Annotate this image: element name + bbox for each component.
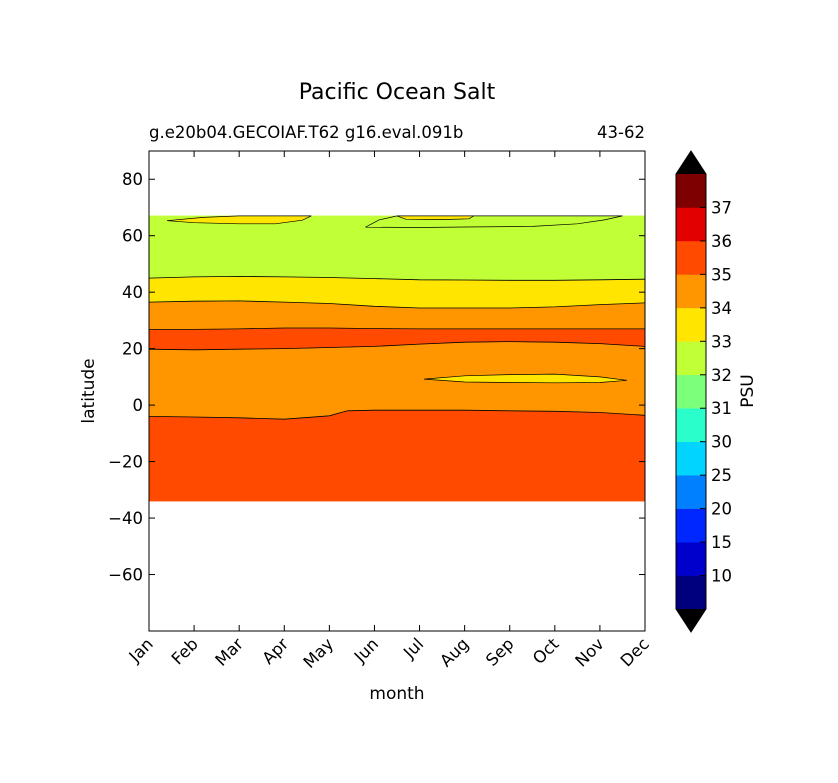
- chart-subtitle-right: 43-62: [597, 123, 645, 142]
- y-tick-label: −40: [108, 509, 143, 528]
- contour-line-b-34-35-south: [149, 409, 645, 420]
- colorbar-tick-label: 34: [711, 299, 732, 318]
- contour-line-b-34-35-north: [149, 341, 645, 351]
- colorbar-tick-label: 15: [711, 533, 732, 552]
- contour-line-b-35-34-north: [149, 327, 645, 330]
- colorbar-segment: [676, 341, 706, 376]
- x-tick-label: Nov: [572, 634, 608, 670]
- colorbar: 10 15 20 25 30 31 32 33 34 35 36 37: [675, 150, 732, 633]
- contour-lines: [149, 275, 645, 420]
- band-35-36-south: [149, 409, 645, 502]
- contour-line-b-33-32-north: [149, 275, 645, 281]
- colorbar-segment: [676, 240, 706, 275]
- x-tick-label: Sep: [482, 634, 517, 669]
- x-tick-label: Oct: [529, 634, 563, 668]
- colorbar-tick-label: 10: [711, 567, 732, 586]
- colorbar-over-arrow: [676, 151, 706, 174]
- chart-title: Pacific Ocean Salt: [299, 80, 496, 105]
- colorbar-tick-label: 20: [711, 500, 732, 519]
- x-tick-label: May: [300, 634, 338, 672]
- plot-frame: [148, 150, 646, 632]
- x-tick-label: Feb: [168, 634, 202, 668]
- contour-island-4: [396, 215, 475, 220]
- colorbar-segment: [676, 174, 706, 208]
- colorbar-segment: [676, 475, 706, 509]
- y-tick-label: −60: [108, 566, 143, 585]
- contour-line-b-34-33-north: [149, 300, 645, 309]
- colorbar-tick-label: 32: [711, 366, 732, 385]
- colorbar-tick-label: 30: [711, 433, 732, 452]
- colorbar-outline: [675, 150, 707, 633]
- colorbar-tick-label: 35: [711, 265, 732, 284]
- colorbar-segment: [676, 207, 706, 242]
- colorbar-segment: [676, 575, 706, 610]
- y-tick-label: 60: [122, 227, 143, 246]
- y-tick-label: 20: [122, 340, 143, 359]
- y-axis-label: latitude: [79, 358, 99, 423]
- colorbar-segment: [676, 307, 706, 342]
- colorbar-segment: [676, 274, 706, 309]
- x-axis-label: month: [369, 684, 424, 704]
- y-tick-label: 40: [122, 283, 143, 302]
- x-tick-label: Apr: [258, 634, 292, 668]
- contour-fills: [149, 215, 645, 502]
- colorbar-tick-label: 37: [711, 198, 732, 217]
- colorbar-tick-label: 36: [711, 232, 732, 251]
- colorbar-segment: [676, 542, 706, 576]
- chart-subtitle-left: g.e20b04.GECOIAF.T62 g16.eval.091b: [149, 123, 463, 142]
- colorbar-segment: [676, 374, 706, 409]
- colorbar-tick-label: 31: [711, 399, 732, 418]
- y-tick-label: 80: [122, 170, 143, 189]
- colorbar-segment: [676, 408, 706, 442]
- contour-island-2: [166, 215, 312, 225]
- y-axis: 80 60 40 20 0 −20 −40 −60: [108, 170, 645, 585]
- colorbar-segment: [676, 508, 706, 543]
- colorbar-tick-label: 33: [711, 332, 732, 351]
- x-tick-label: Jun: [350, 634, 382, 666]
- x-tick-label: Aug: [436, 634, 472, 670]
- contour-island-1: [424, 373, 628, 384]
- x-tick-label: Dec: [617, 634, 653, 670]
- colorbar-label: PSU: [738, 374, 758, 408]
- colorbar-segment: [676, 441, 706, 476]
- colorbar-under-arrow: [676, 609, 706, 632]
- x-tick-label: Mar: [212, 634, 248, 670]
- y-tick-label: −20: [108, 453, 143, 472]
- y-tick-label: 0: [133, 396, 144, 415]
- x-tick-label: Jul: [399, 634, 427, 662]
- x-tick-label: Jan: [125, 634, 157, 666]
- colorbar-tick-label: 25: [711, 466, 732, 485]
